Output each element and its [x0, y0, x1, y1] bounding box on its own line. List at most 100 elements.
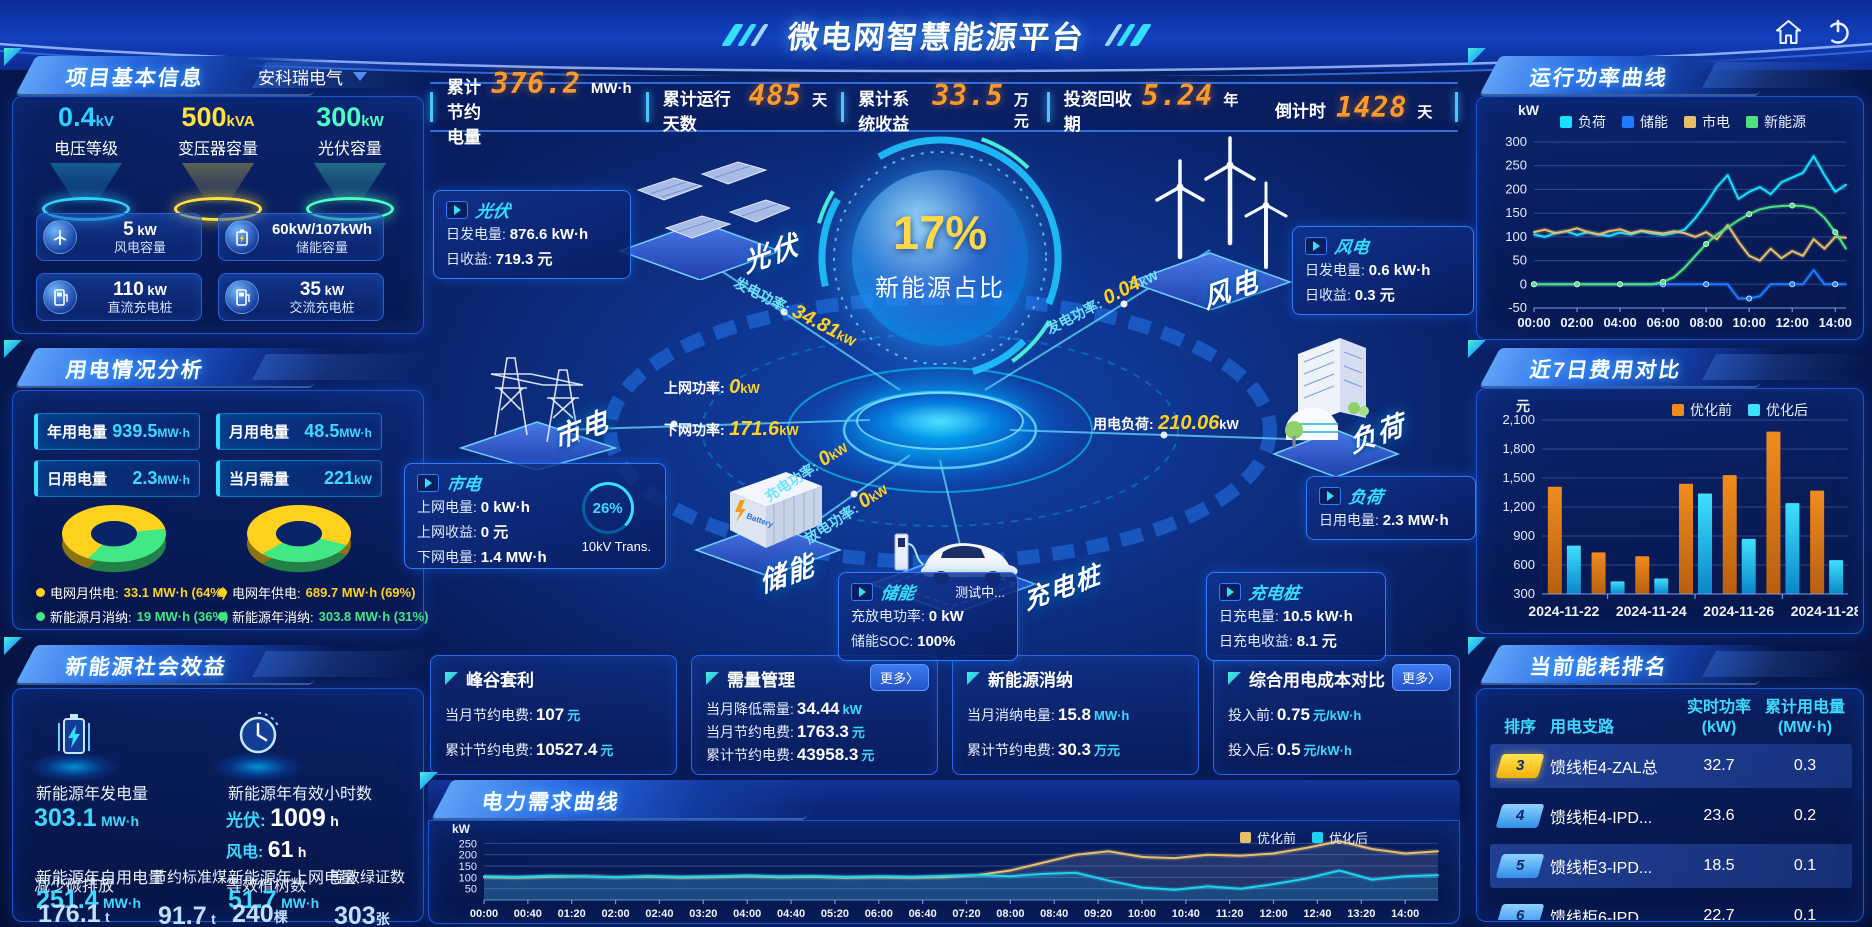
- ranking-banner: 当前能耗排名: [1468, 637, 1871, 683]
- svg-text:10:40: 10:40: [1172, 908, 1200, 920]
- legend-item: 储能: [1622, 112, 1668, 132]
- yearly-energy-donut: [247, 505, 351, 573]
- branch-cell: 馈线柜3-IPD...: [1550, 860, 1653, 877]
- capacity-label: 风电容量: [113, 239, 166, 255]
- load-node-illustration: [1271, 338, 1401, 477]
- capacity-card: 5 kW 风电容量: [36, 213, 202, 261]
- benefit-value: 91.7 t: [158, 902, 216, 927]
- icon-glow-pad: [212, 752, 304, 782]
- svg-text:04:00: 04:00: [1603, 315, 1636, 330]
- generation-icon: [45, 706, 103, 764]
- center-pedestal: [856, 392, 1024, 450]
- svg-text:300: 300: [1513, 586, 1535, 601]
- grid-node-illustration: [458, 357, 618, 470]
- legend-item: 市电: [1684, 112, 1730, 132]
- corner-accent-icon: [1468, 340, 1486, 358]
- card-row: 当月降低需量: 34.44 kW: [706, 698, 862, 718]
- callout-row: 日充电收益: 8.1 元: [1219, 633, 1337, 650]
- table-row[interactable]: 6 馈线柜6-IPD 22.7 0.1: [1490, 894, 1852, 920]
- center-sphere: [852, 170, 1028, 346]
- solar-node-illustration: [617, 161, 790, 280]
- home-icon[interactable]: [1775, 18, 1802, 46]
- wind-turbine-icon: [43, 220, 77, 254]
- kpi-stats-bar: 累计节约电量 376.2 MW·h 累计运行天数 485 天 累计系统收益 33.5 万元 投资回…: [430, 67, 1458, 147]
- wind-callout: 风电 日发电量: 0.6 kW·h 日收益: 0.3 元: [1292, 226, 1474, 315]
- capacity-value: 60kW/107kWh: [271, 220, 373, 238]
- card-row: 累计节约电费: 10527.4 元: [445, 739, 614, 759]
- svg-text:13:20: 13:20: [1347, 908, 1375, 920]
- kpi-label: 累计系统收益: [858, 90, 910, 134]
- usage-stat: 当月需量 221kW: [216, 460, 382, 497]
- energy-cell: 0.1: [1793, 907, 1817, 920]
- callout-row: 下网电量: 1.4 MW·h: [417, 549, 547, 566]
- benefits-banner: 新能源社会效益: [4, 637, 431, 683]
- capacity-label: 储能容量: [295, 239, 348, 255]
- legend-item: 优化前: [1240, 828, 1296, 847]
- legend-swatch: [1746, 116, 1758, 128]
- project-info-banner: 项目基本信息 安科瑞电气: [4, 48, 431, 94]
- card-row: 当月节约电费: 1763.3 元: [706, 721, 865, 741]
- callout-row: 日收益: 0.3 元: [1305, 287, 1395, 304]
- legend-dot: [36, 588, 45, 597]
- cone-value: 500kVA: [181, 102, 255, 132]
- center-ring: [812, 130, 1068, 386]
- feed-in-flow-label: 上网功率: 0kW: [664, 376, 760, 398]
- usage-stat: 月用电量 48.5MW·h: [216, 413, 382, 450]
- more-button[interactable]: 更多〉: [869, 664, 929, 691]
- table-row[interactable]: 4 馈线柜4-IPD... 23.6 0.2: [1490, 794, 1852, 838]
- benefit-label: 新能源年有效小时数: [228, 786, 373, 803]
- kpi-stat: 投资回收期 5.24 年: [1050, 79, 1253, 135]
- panel-title: 运行功率曲线: [1528, 67, 1670, 90]
- table-row[interactable]: 3 馈线柜4-ZAL总 32.7 0.3: [1490, 744, 1852, 788]
- corner-accent-icon: [420, 772, 438, 790]
- svg-text:12:00: 12:00: [1259, 908, 1287, 920]
- legend-label: 优化前: [1690, 402, 1732, 418]
- legend-label: 新能源: [1764, 114, 1806, 130]
- usage-stat-value: 48.5MW·h: [304, 421, 372, 441]
- power-icon[interactable]: [1824, 18, 1852, 46]
- svg-text:200: 200: [459, 850, 477, 862]
- kpi-unit: 万元: [1013, 92, 1029, 130]
- rank-badge: 3: [1495, 754, 1545, 778]
- cone-value: 0.4kV: [58, 102, 114, 132]
- legend-label: 优化后: [1329, 831, 1369, 846]
- kpi-label: 倒计时: [1274, 101, 1326, 121]
- y-axis-unit: kW: [1518, 102, 1539, 118]
- svg-text:150: 150: [459, 861, 477, 873]
- usage-stat-value: 2.3MW·h: [132, 468, 190, 488]
- divider: [1454, 92, 1458, 122]
- usage-stat-value: 221kW: [323, 468, 372, 488]
- panel-title: 项目基本信息: [64, 67, 206, 90]
- svg-text:08:00: 08:00: [996, 908, 1024, 920]
- legend-item: 负荷: [1560, 112, 1606, 132]
- corner-accent-icon: [4, 48, 22, 66]
- donut-hole: [276, 521, 322, 547]
- kpi-stat: 累计系统收益 33.5 万元: [844, 79, 1047, 135]
- usage-stat-label: 日用电量: [47, 471, 108, 488]
- dc-charger-icon: [43, 280, 77, 314]
- more-button[interactable]: 更多〉: [1391, 664, 1451, 691]
- demand-chart-legend: 优化前 优化后: [1240, 828, 1368, 847]
- svg-text:08:40: 08:40: [1040, 908, 1068, 920]
- capacity-label: 直流充电桩: [107, 299, 173, 315]
- legend-swatch: [1622, 116, 1634, 128]
- svg-text:00:40: 00:40: [514, 908, 542, 920]
- kpi-unit: 年: [1223, 92, 1239, 109]
- legend-label: 市电: [1702, 114, 1730, 130]
- arrow-icon: [1219, 582, 1241, 601]
- capacity-cone: 0.4kV 电压等级: [26, 102, 146, 221]
- benefit-label: 节约标准煤: [152, 869, 228, 886]
- donut-legend-item: 电网年供电: 689.7 MW·h (69%): [218, 583, 415, 602]
- svg-text:05:20: 05:20: [821, 908, 849, 920]
- table-row[interactable]: 5 馈线柜3-IPD... 18.5 0.1: [1490, 844, 1852, 888]
- branch-cell: 馈线柜6-IPD: [1550, 910, 1639, 920]
- callout-row: 日用电量: 2.3 MW·h: [1319, 512, 1449, 529]
- project-select[interactable]: 安科瑞电气: [258, 64, 367, 89]
- usage-stat: 年用电量 939.5MW·h: [34, 413, 200, 450]
- usage-stat: 日用电量 2.3MW·h: [34, 460, 200, 497]
- card-title-row: 新能源消纳: [967, 666, 1184, 691]
- panel-title: 用电情况分析: [64, 359, 206, 382]
- callout-row: 日收益: 719.3 元: [446, 251, 553, 268]
- svg-text:10:00: 10:00: [1733, 315, 1766, 330]
